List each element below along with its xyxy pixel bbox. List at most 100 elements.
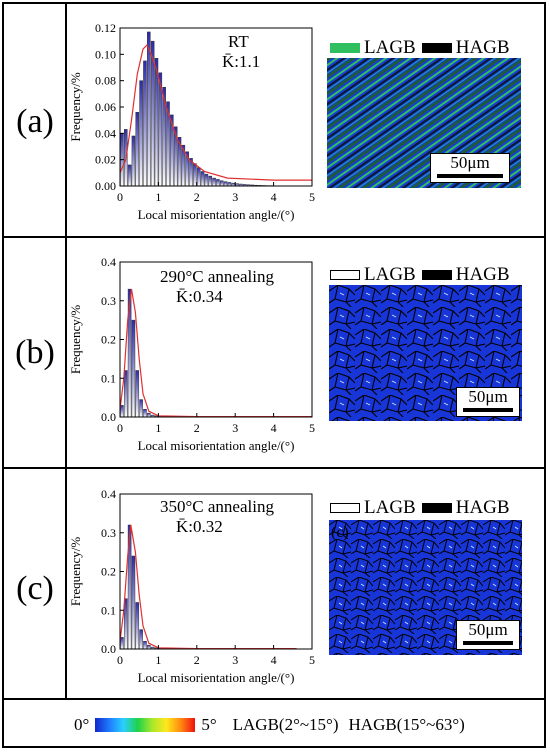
y-tick-label: 0.12 xyxy=(95,21,116,35)
hagb-swatch xyxy=(422,270,452,280)
x-tick-label: 4 xyxy=(271,421,277,435)
y-axis-label: Frequency/% xyxy=(68,305,83,374)
condition-label: 350°C annealing xyxy=(160,497,274,517)
ebsd-map-c: (c) 50μm xyxy=(329,520,522,655)
kam-mean: K̄:0.34 xyxy=(160,287,274,307)
histogram-bar xyxy=(224,182,227,186)
panel-label-c: (c) xyxy=(10,572,60,606)
histogram-bar xyxy=(124,371,127,418)
histogram-bar xyxy=(132,136,135,186)
legend-a: LAGB HAGB xyxy=(330,38,510,57)
row-divider-3 xyxy=(2,698,546,700)
x-tick-label: 4 xyxy=(271,653,277,667)
scale-bar: 50μm xyxy=(456,620,520,650)
condition-label: 290°C annealing xyxy=(160,267,274,287)
color-scale-max: 5° xyxy=(201,715,216,735)
y-tick-label: 0.00 xyxy=(95,179,116,193)
histogram-bar xyxy=(155,58,158,186)
ebsd-map-a: 50μm xyxy=(327,58,521,188)
lagb-label: LAGB xyxy=(364,38,416,57)
y-tick-label: 0.2 xyxy=(101,565,116,579)
scale-bar: 50μm xyxy=(430,153,510,183)
y-tick-label: 0.2 xyxy=(101,333,116,347)
legend-c: LAGB HAGB xyxy=(330,498,510,517)
color-scale-min: 0° xyxy=(74,715,89,735)
hagb-label: HAGB xyxy=(456,498,510,517)
panel-label-b: (b) xyxy=(10,336,60,370)
x-axis-label: Local misorientation angle/(°) xyxy=(138,438,295,453)
x-tick-label: 2 xyxy=(194,190,200,204)
histogram-bar xyxy=(147,32,150,186)
histogram-bar xyxy=(147,413,150,417)
scale-bar-label: 50μm xyxy=(468,620,507,639)
histogram-bar xyxy=(132,320,135,417)
ebsd-map-b: 50μm xyxy=(329,285,522,421)
scale-bar-label: 50μm xyxy=(468,387,507,406)
x-axis-label: Local misorientation angle/(°) xyxy=(138,207,295,222)
hagb-definition: HAGB(15°~63°) xyxy=(349,715,465,735)
y-tick-label: 0.1 xyxy=(101,603,116,617)
color-scale-bar xyxy=(95,718,195,732)
histogram-bar xyxy=(205,174,208,186)
x-tick-label: 3 xyxy=(232,421,238,435)
x-tick-label: 5 xyxy=(309,190,315,204)
histogram-bar xyxy=(143,409,146,417)
lagb-swatch xyxy=(330,270,360,280)
kam-mean: K̄:1.1 xyxy=(222,52,260,72)
x-tick-label: 3 xyxy=(232,190,238,204)
histogram-bar xyxy=(220,181,223,186)
histogram-bar xyxy=(197,168,200,186)
y-tick-label: 0.04 xyxy=(95,126,116,140)
fit-curve xyxy=(120,289,312,417)
histogram-bar xyxy=(147,645,150,649)
histogram-bar xyxy=(136,603,139,650)
x-axis-label: Local misorientation angle/(°) xyxy=(138,670,295,685)
histogram-bar xyxy=(209,176,212,186)
lagb-label: LAGB xyxy=(364,498,416,517)
hagb-swatch xyxy=(422,43,452,53)
histogram-bar xyxy=(136,371,139,418)
panel-label-a: (a) xyxy=(10,105,60,139)
scale-bar-label: 50μm xyxy=(450,153,489,172)
y-axis-label: Frequency/% xyxy=(68,537,83,606)
hagb-label: HAGB xyxy=(456,38,510,57)
x-tick-label: 0 xyxy=(117,653,123,667)
histogram-bar xyxy=(140,81,143,186)
histogram-bar xyxy=(140,400,143,417)
y-axis-label: Frequency/% xyxy=(68,72,83,141)
y-tick-label: 0.0 xyxy=(101,642,116,656)
x-tick-label: 5 xyxy=(309,421,315,435)
x-tick-label: 4 xyxy=(271,190,277,204)
scale-bar-line xyxy=(463,408,513,412)
histogram-bar xyxy=(143,641,146,649)
histogram-bar xyxy=(193,164,196,186)
fit-curve xyxy=(120,525,297,649)
y-tick-label: 0.06 xyxy=(95,100,116,114)
histogram-bar xyxy=(201,172,204,186)
row-divider-1 xyxy=(2,236,546,238)
lagb-definition: LAGB(2°~15°) xyxy=(233,715,339,735)
histogram-bar xyxy=(216,179,219,186)
x-tick-label: 2 xyxy=(194,421,200,435)
x-tick-label: 3 xyxy=(232,653,238,667)
x-tick-label: 2 xyxy=(194,653,200,667)
histogram-bar xyxy=(128,165,131,186)
y-tick-label: 0.3 xyxy=(101,526,116,540)
histogram-bar xyxy=(228,182,231,186)
histogram-bar xyxy=(143,61,146,186)
lagb-swatch xyxy=(330,503,360,513)
scale-bar-line xyxy=(437,174,503,178)
histogram-panel-a: 0 1 2 3 4 5 0.00 0.02 0.04 0.06 0.08 0.10 0.12 Local … xyxy=(66,6,326,234)
legend-b: LAGB HAGB xyxy=(330,265,510,284)
kam-mean: K̄:0.32 xyxy=(160,517,274,537)
x-tick-label: 5 xyxy=(309,653,315,667)
y-tick-label: 0.1 xyxy=(101,371,116,385)
y-tick-label: 0.4 xyxy=(101,487,116,501)
hagb-swatch xyxy=(422,503,452,513)
x-tick-label: 0 xyxy=(117,190,123,204)
histogram-bar xyxy=(132,556,135,649)
y-tick-label: 0.0 xyxy=(101,410,116,424)
x-tick-label: 1 xyxy=(155,653,161,667)
scale-bar: 50μm xyxy=(456,387,520,417)
y-tick-label: 0.10 xyxy=(95,47,116,61)
